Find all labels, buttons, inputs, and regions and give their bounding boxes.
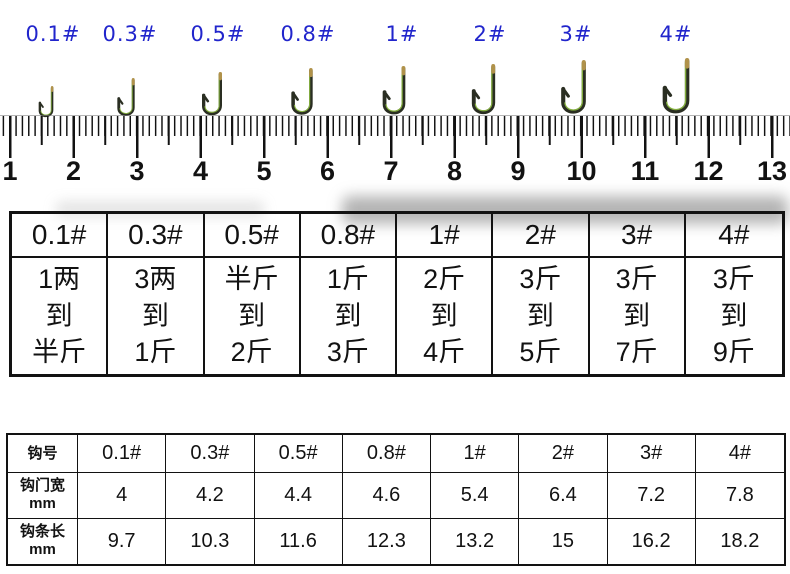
spec-gap-cell: 5.4 bbox=[431, 473, 520, 519]
ruler-number: 2 bbox=[65, 156, 82, 186]
ruler-ticks bbox=[0, 115, 790, 158]
hook-size-label: 0.1# bbox=[25, 22, 81, 46]
spec-size-cell: 4# bbox=[695, 435, 784, 473]
weight-table-range-cell: 3斤 到 7斤 bbox=[590, 258, 686, 374]
weight-table: 0.1# 0.3# 0.5# 0.8# 1# 2# 3# 4# 1两 到 半斤 … bbox=[9, 211, 785, 377]
spec-length-cell: 12.3 bbox=[343, 518, 431, 564]
spec-row-header: 钩号 bbox=[8, 435, 78, 473]
hook-size-label: 3# bbox=[559, 22, 593, 46]
hook-size-label: 0.8# bbox=[280, 22, 336, 46]
weight-table-range-cell: 3两 到 1斤 bbox=[108, 258, 205, 374]
weight-table-range-cell: 1斤 到 3斤 bbox=[301, 258, 397, 374]
fishing-hook-image bbox=[117, 78, 135, 117]
ruler-number: 4 bbox=[192, 156, 209, 186]
spec-gap-cell: 4.6 bbox=[342, 473, 431, 519]
spec-gap-cell: 4.4 bbox=[254, 473, 343, 519]
weight-table-header-cell: 0.8# bbox=[300, 214, 397, 258]
spec-gap-cell: 4 bbox=[78, 473, 167, 519]
fishing-hook-image bbox=[471, 64, 496, 115]
spec-length-cell: 13.2 bbox=[431, 518, 520, 564]
ruler-number: 1 bbox=[2, 156, 18, 186]
weight-table-range-cell: 2斤 到 4斤 bbox=[397, 258, 494, 374]
fishing-hook-image bbox=[561, 60, 586, 114]
hook-size-label: 1# bbox=[385, 22, 419, 46]
spec-row-header: 钩门宽 mm bbox=[8, 473, 78, 519]
weight-table-range-cell: 半斤 到 2斤 bbox=[205, 258, 301, 374]
weight-table-range-cell: 1两 到 半斤 bbox=[12, 258, 109, 374]
fishing-hook-image bbox=[382, 66, 406, 115]
hook-size-label: 0.5# bbox=[190, 22, 246, 46]
spec-size-cell: 3# bbox=[607, 435, 696, 473]
fishing-hook-image bbox=[202, 72, 222, 116]
spec-size-cell: 0.1# bbox=[78, 435, 167, 473]
spec-length-cell: 11.6 bbox=[255, 518, 343, 564]
fishing-hook-image bbox=[662, 58, 690, 114]
spec-length-cell: 10.3 bbox=[166, 518, 255, 564]
weight-table-header-cell: 1# bbox=[397, 214, 494, 258]
ruler-number: 10 bbox=[566, 156, 597, 186]
weight-table-header-cell: 0.5# bbox=[204, 214, 301, 258]
weight-table-header-cell: 3# bbox=[589, 214, 686, 258]
ruler-number: 8 bbox=[446, 156, 463, 186]
spec-length-cell: 15 bbox=[519, 518, 608, 564]
fishing-hook-image bbox=[291, 68, 313, 115]
spec-size-cell: 0.5# bbox=[254, 435, 343, 473]
hook-size-label: 4# bbox=[659, 22, 693, 46]
watermark-blur bbox=[342, 196, 788, 224]
weight-table-range-cell: 3斤 到 9斤 bbox=[712, 264, 755, 368]
weight-table-range-cell: 3斤 到 5斤 bbox=[493, 258, 590, 374]
ruler-number: 11 bbox=[630, 156, 660, 186]
ruler-number: 5 bbox=[256, 156, 272, 186]
ruler-number: 13 bbox=[756, 156, 788, 186]
weight-table-header-cell: 4# bbox=[685, 214, 782, 258]
spec-length-cell: 9.7 bbox=[78, 518, 167, 564]
ruler-number: 6 bbox=[319, 156, 336, 186]
hook-size-label: 2# bbox=[473, 22, 507, 46]
spec-table: 钩号 0.1# 0.3# 0.5# 0.8# 1# 2# 3# 4# 钩门宽 m… bbox=[6, 433, 786, 566]
spec-size-cell: 1# bbox=[431, 435, 520, 473]
spec-size-cell: 2# bbox=[519, 435, 608, 473]
ruler-number: 7 bbox=[383, 156, 399, 186]
spec-size-cell: 0.8# bbox=[342, 435, 431, 473]
spec-gap-cell: 7.2 bbox=[607, 473, 696, 519]
spec-gap-cell: 4.2 bbox=[166, 473, 255, 519]
ruler-number: 12 bbox=[693, 156, 724, 186]
spec-length-cell: 18.2 bbox=[720, 529, 760, 552]
spec-gap-cell: 6.4 bbox=[519, 473, 608, 519]
weight-table-header-cell: 0.1# bbox=[12, 214, 109, 258]
spec-size-cell: 0.3# bbox=[166, 435, 255, 473]
spec-length-cell: 16.2 bbox=[608, 518, 696, 564]
hook-size-label: 0.3# bbox=[102, 22, 158, 46]
spec-row-header: 钩条长 mm bbox=[8, 518, 78, 564]
weight-table-header-cell: 0.3# bbox=[108, 214, 205, 258]
ruler-number: 9 bbox=[510, 156, 526, 186]
ruler-number: 3 bbox=[129, 156, 145, 186]
spec-gap-cell: 7.8 bbox=[695, 473, 784, 519]
weight-table-header-cell: 2# bbox=[493, 214, 590, 258]
